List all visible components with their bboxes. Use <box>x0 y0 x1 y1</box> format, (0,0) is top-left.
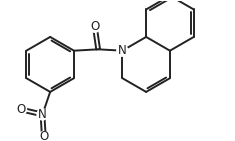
Circle shape <box>37 109 48 120</box>
Text: O: O <box>90 20 99 33</box>
Circle shape <box>117 45 128 56</box>
Text: N: N <box>118 44 127 57</box>
Text: O: O <box>16 103 26 116</box>
Text: N: N <box>38 108 47 121</box>
Circle shape <box>16 104 27 115</box>
Text: O: O <box>39 130 48 141</box>
Circle shape <box>89 21 100 32</box>
Circle shape <box>38 132 49 141</box>
